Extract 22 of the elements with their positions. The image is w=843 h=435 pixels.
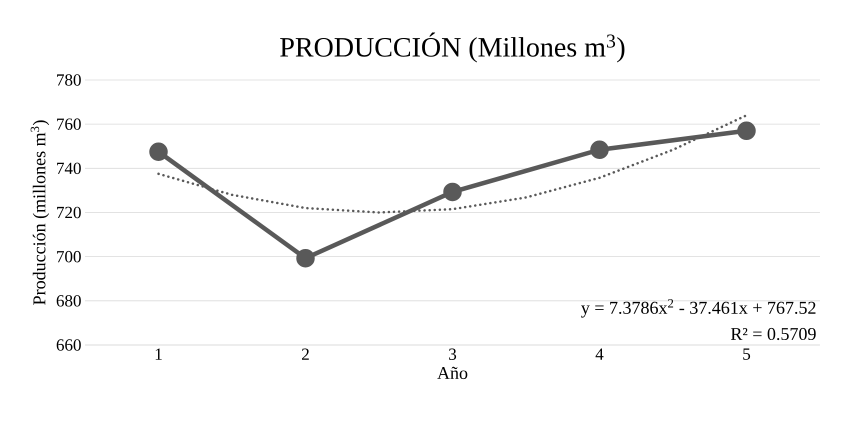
annotation: R² = 0.5709 bbox=[730, 328, 816, 340]
x-tick-label: 1 bbox=[156, 348, 162, 360]
point bbox=[443, 182, 462, 202]
chart-title: PRODUCCIÓN (Millones m$^{3}$) bbox=[280, 32, 624, 62]
annotation: y = 7.3786x$^{2}$ - 37.461x + 767.52 bbox=[581, 299, 816, 318]
y-axis-title: Producción (millones m$^{3}$) bbox=[30, 120, 50, 305]
x-tick-label: 4 bbox=[596, 348, 604, 360]
y-tick-label: 680 bbox=[56, 295, 81, 307]
y-tick-label: 660 bbox=[56, 339, 81, 351]
x-tick-label: 3 bbox=[449, 348, 456, 360]
x-axis-title: Año bbox=[437, 366, 468, 380]
y-tick-label: 740 bbox=[57, 162, 81, 174]
y-tick-label: 700 bbox=[57, 250, 81, 262]
point bbox=[737, 122, 756, 140]
point bbox=[296, 248, 315, 268]
point bbox=[590, 140, 609, 160]
y-tick-label: 780 bbox=[57, 74, 81, 86]
x-tick-label: 2 bbox=[302, 348, 309, 360]
x-tick-label: 5 bbox=[743, 348, 750, 360]
y-tick-label: 720 bbox=[57, 206, 81, 218]
point bbox=[149, 142, 168, 162]
y-tick-label: 760 bbox=[57, 118, 81, 130]
